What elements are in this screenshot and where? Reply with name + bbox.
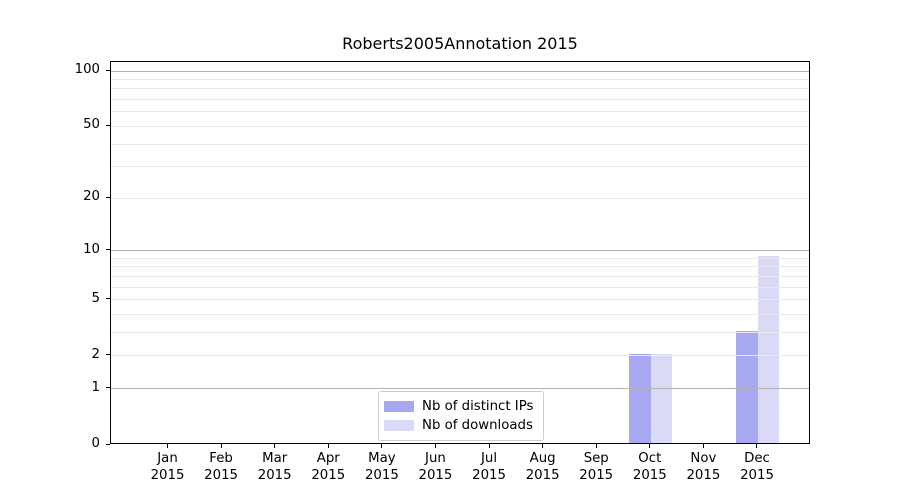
y-gridline-minor-8 [111, 266, 809, 268]
y-gridline-minor-20 [111, 197, 809, 199]
y-gridline-minor-4 [111, 314, 809, 316]
y-tick-2 [106, 354, 110, 356]
x-tick-label-4: May 2015 [364, 451, 399, 483]
y-tick-label-50: 50 [83, 117, 100, 133]
y-tick-1 [106, 387, 110, 389]
y-gridline-minor-2 [111, 355, 809, 357]
y-gridline-minor-70 [111, 99, 809, 101]
y-tick-0 [106, 443, 110, 445]
x-tick-label-5: Jun 2015 [418, 451, 453, 483]
y-tick-label-5: 5 [91, 290, 100, 306]
y-gridline-minor-9 [111, 257, 809, 259]
y-gridline-minor-7 [111, 275, 809, 277]
x-tick-3 [327, 444, 329, 448]
y-gridline-minor-30 [111, 166, 809, 168]
x-tick-0 [167, 444, 168, 448]
legend-swatch-downloads [384, 420, 414, 431]
y-gridline-major-10 [111, 250, 809, 252]
y-tick-label-20: 20 [83, 189, 100, 205]
y-gridline-major-1 [111, 388, 809, 390]
x-tick-10 [702, 444, 704, 448]
legend-item-distinct-ips: Nb of distinct IPs [384, 398, 533, 415]
y-gridline-minor-60 [111, 111, 809, 113]
y-tick-20 [106, 196, 110, 198]
y-gridline-minor-50 [111, 125, 809, 127]
x-tick-6 [488, 444, 490, 448]
y-tick-label-0: 0 [91, 436, 100, 451]
x-tick-label-2: Mar 2015 [257, 451, 292, 483]
x-tick-11 [756, 444, 758, 448]
x-tick-label-3: Apr 2015 [311, 451, 346, 483]
grid-layer [111, 62, 809, 443]
y-tick-label-2: 2 [91, 346, 100, 362]
bar-dec-2015-nb-of-downloads [757, 256, 780, 443]
x-tick-1 [220, 444, 222, 448]
x-tick-label-11: Dec 2015 [740, 451, 774, 483]
x-tick-label-10: Nov 2015 [686, 451, 721, 483]
y-tick-50 [106, 124, 110, 126]
y-tick-10 [106, 249, 110, 251]
legend-item-downloads: Nb of downloads [384, 417, 533, 434]
bar-layer [111, 62, 809, 443]
x-tick-5 [434, 444, 436, 448]
bar-oct-2015-nb-of-distinct-ips [629, 353, 651, 443]
x-tick-7 [542, 444, 544, 448]
y-tick-5 [106, 298, 110, 300]
bar-oct-2015-nb-of-downloads [650, 353, 673, 443]
legend: Nb of distinct IPs Nb of downloads [378, 391, 545, 441]
x-tick-label-8: Sep 2015 [579, 451, 614, 483]
y-gridline-minor-5 [111, 299, 809, 301]
bar-dec-2015-nb-of-distinct-ips [736, 330, 758, 443]
y-gridline-major-100 [111, 70, 809, 72]
y-gridline-minor-80 [111, 88, 809, 90]
x-tick-label-9: Oct 2015 [632, 451, 667, 483]
x-tick-label-7: Aug 2015 [525, 451, 560, 483]
y-gridline-minor-6 [111, 286, 809, 288]
y-tick-label-1: 1 [91, 379, 100, 395]
x-tick-label-6: Jul 2015 [472, 451, 506, 483]
plot-area [110, 61, 810, 444]
x-tick-8 [595, 444, 597, 448]
legend-label-downloads: Nb of downloads [422, 417, 533, 433]
x-tick-4 [381, 444, 383, 448]
legend-label-distinct-ips: Nb of distinct IPs [422, 398, 534, 414]
x-tick-label-0: Jan 2015 [150, 451, 185, 483]
y-gridline-minor-40 [111, 143, 809, 145]
chart-title: Roberts2005Annotation 2015 [342, 34, 578, 53]
y-tick-label-10: 10 [83, 241, 100, 257]
legend-swatch-distinct-ips [384, 401, 414, 412]
y-gridline-minor-90 [111, 78, 809, 80]
x-tick-label-1: Feb 2015 [204, 451, 238, 483]
y-gridline-minor-3 [111, 332, 809, 334]
x-tick-9 [649, 444, 651, 448]
y-tick-label-100: 100 [74, 62, 100, 77]
y-tick-100 [106, 69, 110, 71]
x-tick-2 [274, 444, 276, 448]
